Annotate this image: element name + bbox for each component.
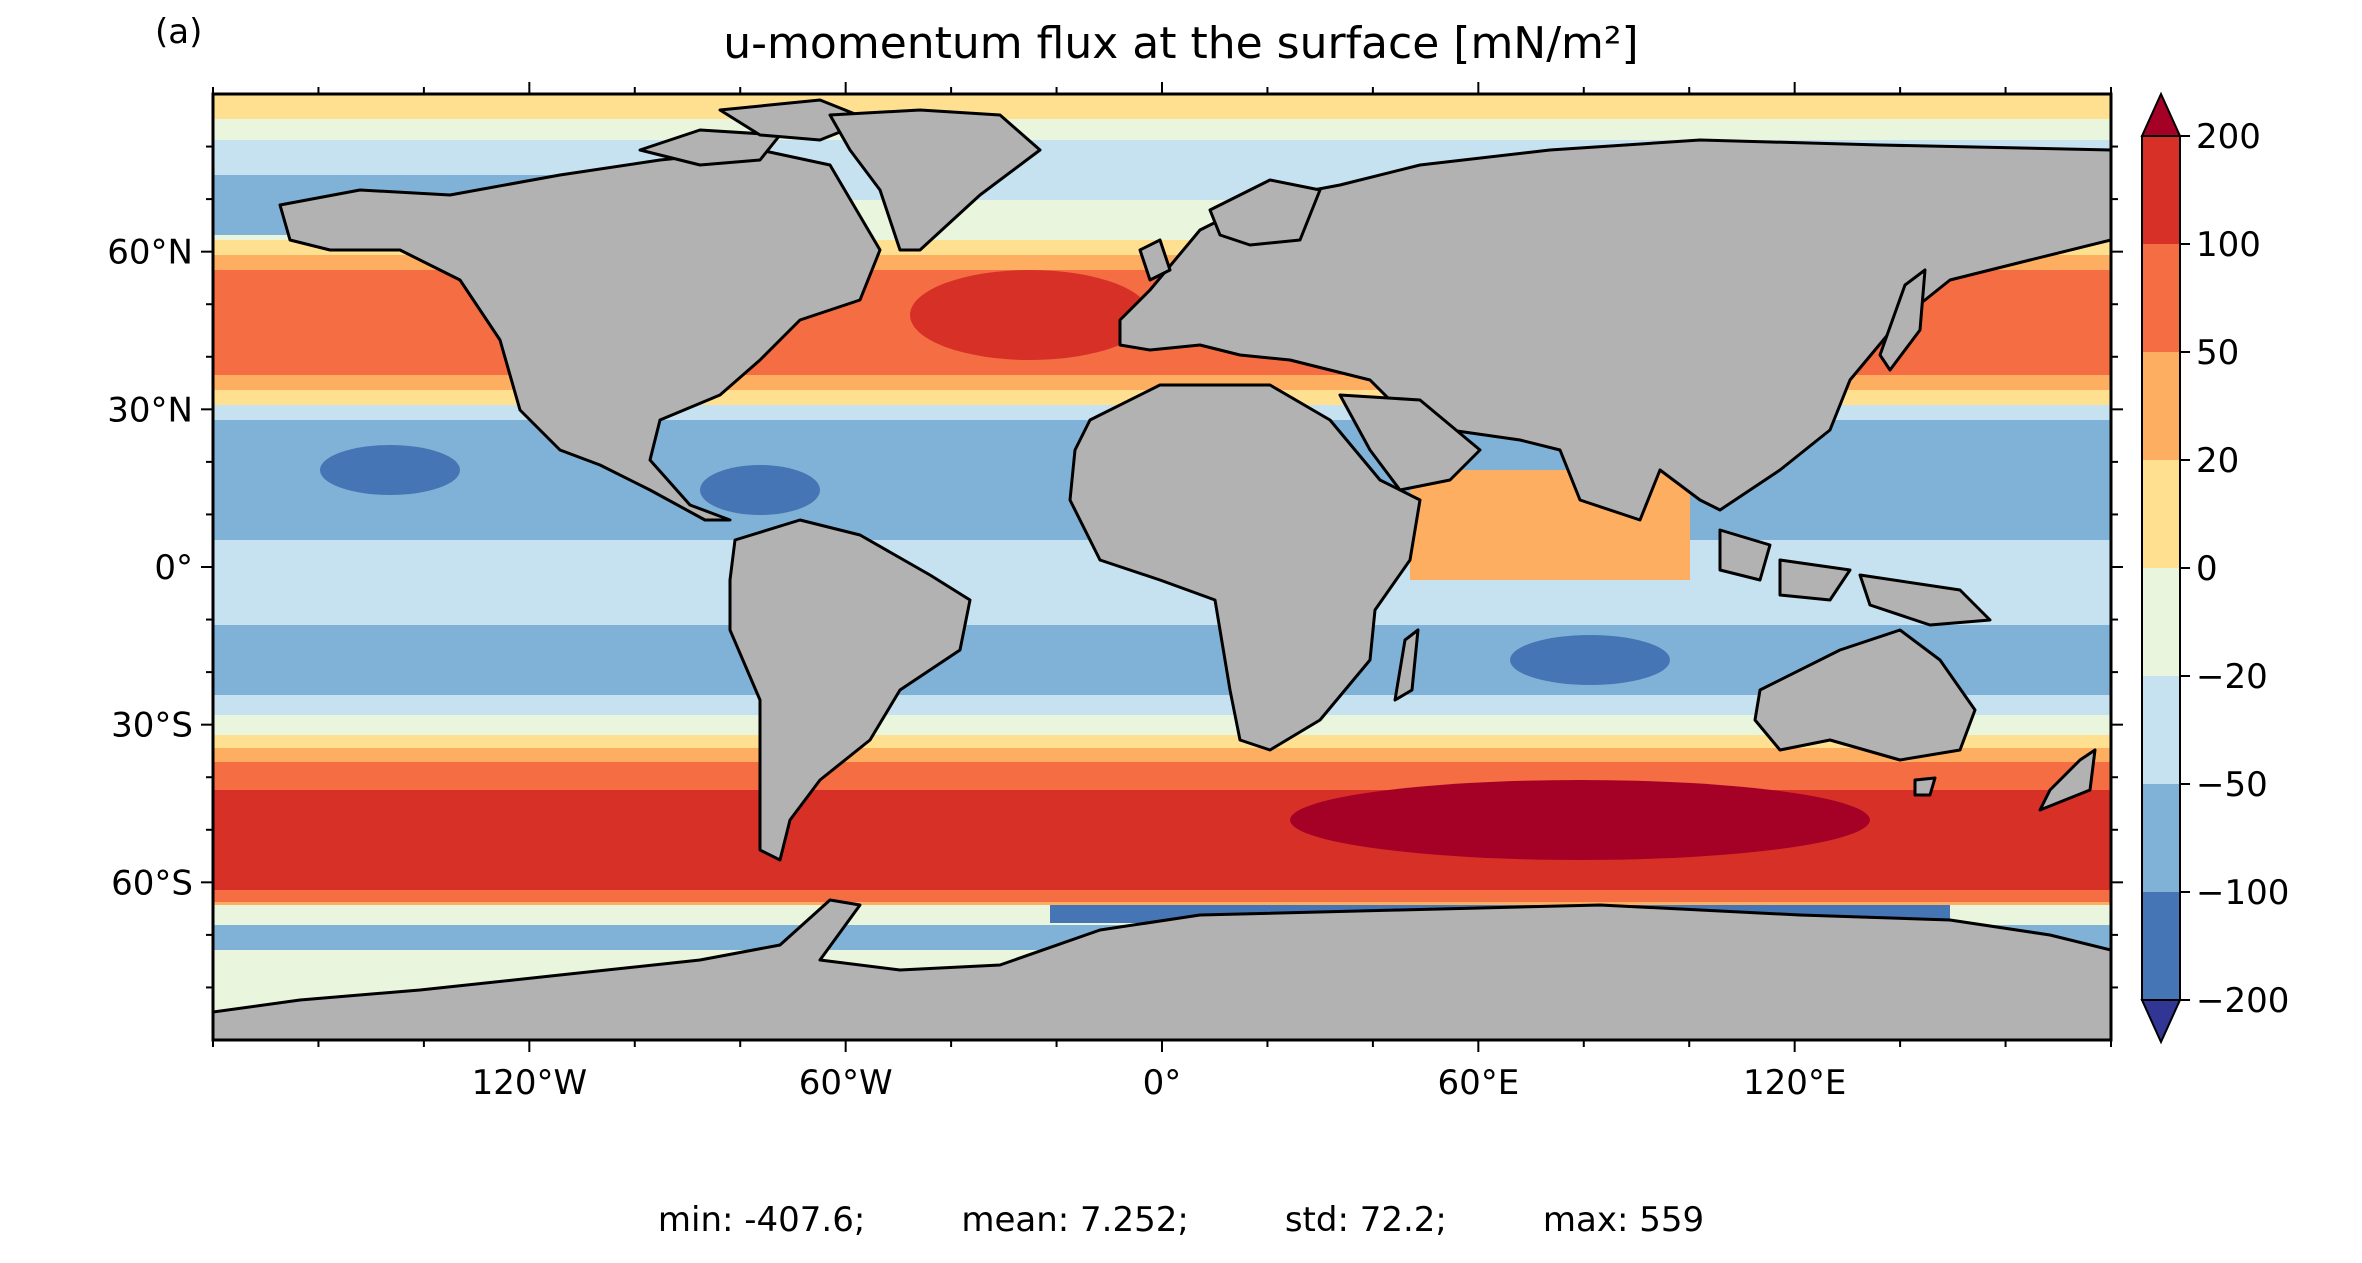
land-japan: [1878, 268, 1927, 372]
stat-std: std: 72.2;: [1284, 1200, 1447, 1240]
land-maritime-se-asia: [1718, 528, 1992, 627]
colorbar-tick-label: 0: [2196, 549, 2218, 589]
latitude-axis: 60°N 30°N 0° 30°S 60°S: [107, 145, 2123, 989]
land-eurasia: [1118, 138, 2111, 522]
land-tasmania: [1913, 776, 1937, 797]
colorbar-tick-label: −200: [2196, 981, 2289, 1021]
lon-label: 0°: [1143, 1063, 1182, 1103]
colorbar-tick-label: 200: [2196, 117, 2261, 157]
lon-label: 60°E: [1437, 1063, 1519, 1103]
panel-label: (a): [155, 12, 203, 52]
colorbar-segment: [2142, 244, 2180, 352]
stat-mean: mean: 7.252;: [961, 1200, 1189, 1240]
land-greenland: [828, 108, 1042, 252]
land-new-zealand: [2038, 748, 2097, 812]
stat-max: max: 559: [1542, 1200, 1705, 1240]
colorbar-tick-label: −100: [2196, 873, 2289, 913]
lat-label: 30°S: [111, 706, 193, 746]
land-south-america: [728, 518, 972, 862]
lat-label: 30°N: [107, 390, 193, 430]
colorbar-segment: [2142, 568, 2180, 676]
lat-label: 0°: [154, 548, 193, 588]
land: [213, 98, 2111, 1040]
colorbar-tick-label: −50: [2196, 765, 2268, 805]
land-canadian-archipelago: [638, 128, 782, 167]
colorbar-tick-label: 50: [2196, 333, 2239, 373]
land-arabia: [1338, 393, 1482, 492]
land-australia: [1753, 628, 1977, 762]
lat-label: 60°S: [111, 863, 193, 903]
colorbar-segment: [2142, 784, 2180, 892]
colorbar-segment: [2142, 352, 2180, 460]
land-british-isles: [1138, 238, 1172, 282]
colorbar-segment: [2142, 460, 2180, 568]
lon-label: 120°W: [472, 1063, 588, 1103]
colorbar-tick-label: 100: [2196, 225, 2261, 265]
statistics-line: min: -407.6; mean: 7.252; std: 72.2; max: 5…: [0, 1200, 2362, 1240]
colorbar-segment: [2142, 136, 2180, 244]
lat-label: 60°N: [107, 233, 193, 273]
lon-label: 120°E: [1743, 1063, 1846, 1103]
land-madagascar: [1393, 628, 1420, 702]
longitude-axis: 120°W 60°W 0° 60°E 120°E: [212, 82, 2112, 1103]
colorbar-tick-label: −20: [2196, 657, 2268, 697]
land-scandinavia: [1208, 178, 1322, 247]
colorbar-segment: [2142, 892, 2180, 1000]
land-antarctica: [213, 898, 2111, 1040]
map-title: u-momentum flux at the surface [mN/m²]: [723, 18, 1639, 69]
colorbar-extend-max: [2140, 91, 2182, 137]
colorbar-extend-min: [2140, 999, 2182, 1045]
land-africa: [1068, 383, 1422, 752]
stat-min: min: -407.6;: [657, 1200, 866, 1240]
lon-label: 60°W: [799, 1063, 893, 1103]
colorbar-tick-label: 20: [2196, 441, 2239, 481]
colorbar-segment: [2142, 676, 2180, 784]
